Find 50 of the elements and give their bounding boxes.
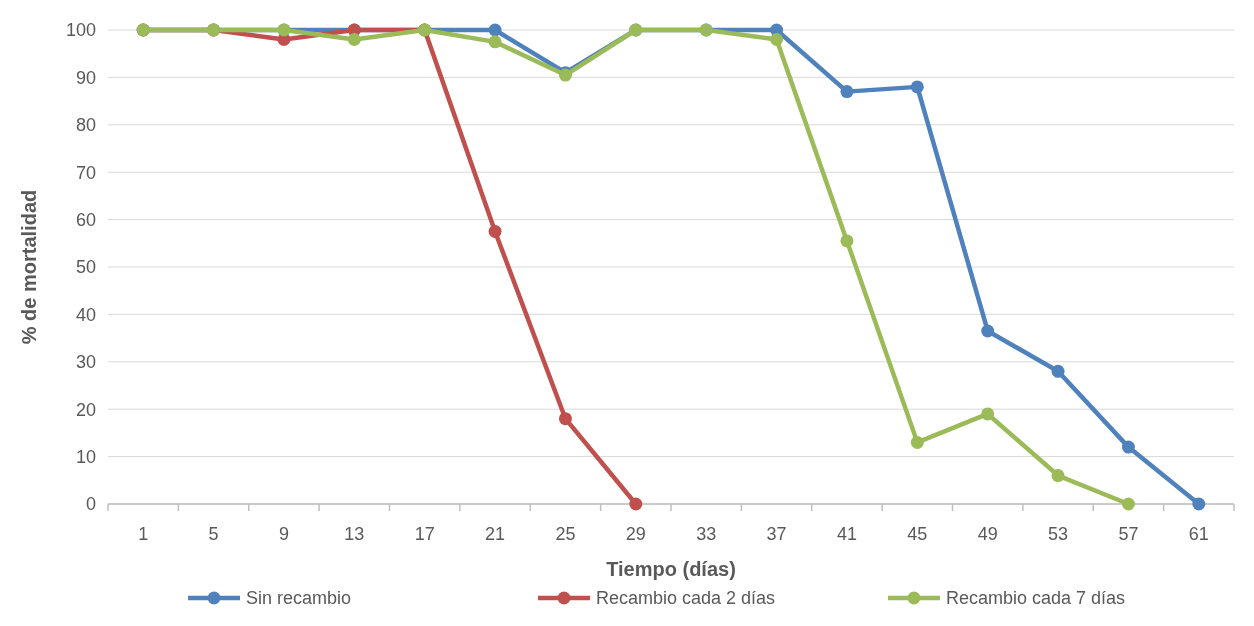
point xyxy=(1121,497,1135,511)
legend-label: Recambio cada 2 días xyxy=(596,588,776,609)
point xyxy=(347,32,361,46)
point xyxy=(629,497,643,511)
point xyxy=(488,224,502,238)
point xyxy=(840,234,854,248)
x-tick-label: 5 xyxy=(208,524,219,544)
x-tick-label: 49 xyxy=(977,524,998,544)
point xyxy=(770,32,784,46)
point xyxy=(981,407,995,421)
x-tick-label: 53 xyxy=(1048,524,1069,544)
y-tick-label: 100 xyxy=(65,20,96,41)
y-tick-label: 10 xyxy=(75,446,96,467)
point xyxy=(1051,469,1065,483)
x-tick-label: 33 xyxy=(696,524,717,544)
y-tick-label: 20 xyxy=(75,399,96,420)
y-tick-label: 0 xyxy=(85,494,96,515)
y-tick-label: 90 xyxy=(75,67,96,88)
point xyxy=(1192,497,1206,511)
x-tick-label: 37 xyxy=(766,524,787,544)
x-tick-label: 57 xyxy=(1118,524,1139,544)
x-axis-title: Tiempo (días) xyxy=(606,558,736,580)
y-axis-title: % de mortalidad xyxy=(18,189,40,345)
x-tick-label: 13 xyxy=(344,524,365,544)
x-tick-label: 1 xyxy=(138,524,149,544)
point xyxy=(558,412,572,426)
point xyxy=(488,35,502,49)
point xyxy=(910,435,924,449)
x-tick-label: 41 xyxy=(836,524,857,544)
y-tick-label: 80 xyxy=(75,115,96,136)
x-tick-label: 25 xyxy=(555,524,576,544)
x-tick-label: 61 xyxy=(1188,524,1209,544)
point xyxy=(1051,364,1065,378)
x-tick-label: 9 xyxy=(278,524,289,544)
y-tick-label: 30 xyxy=(75,352,96,373)
point xyxy=(1121,440,1135,454)
x-tick-label: 17 xyxy=(414,524,435,544)
y-tick-label: 60 xyxy=(75,209,96,230)
legend-label: Recambio cada 7 días xyxy=(946,588,1126,609)
y-tick-label: 50 xyxy=(75,257,96,278)
y-tick-label: 40 xyxy=(75,304,96,325)
point xyxy=(840,85,854,99)
x-tick-label: 45 xyxy=(907,524,928,544)
x-tick-label: 29 xyxy=(625,524,646,544)
legend-label: Sin recambio xyxy=(246,588,352,609)
x-tick-label: 21 xyxy=(485,524,506,544)
point xyxy=(981,324,995,338)
point xyxy=(488,23,502,37)
point xyxy=(910,80,924,94)
y-tick-label: 70 xyxy=(75,162,96,183)
